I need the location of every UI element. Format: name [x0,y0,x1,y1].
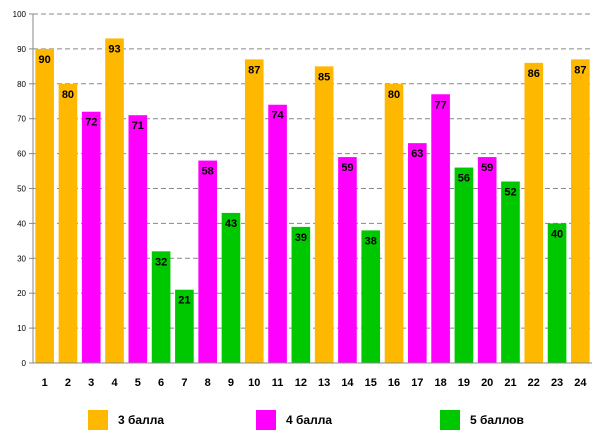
data-label-6: 32 [155,256,167,268]
y-tick-label-70: 70 [17,115,26,124]
data-labels: 90 80 72 93 71 32 21 58 43 87 74 39 85 59 38 80 63 77 56 59… [39,43,587,306]
legend-swatch-3 [88,410,108,430]
bar-9 [221,212,241,363]
data-label-12: 39 [295,232,307,244]
data-label-15: 38 [365,235,377,247]
bar-2 [58,83,78,364]
x-tick-label-13: 13 [318,377,330,389]
x-tick-label-9: 9 [228,377,234,389]
bar-1 [35,48,54,364]
x-tick-label-16: 16 [388,377,400,389]
data-label-11: 74 [271,110,284,122]
x-tick-label-23: 23 [551,377,563,389]
x-axis-ticks: 1 2 3 4 5 6 7 8 9 10 11 12 13 14 15 16 17 18 19 20 21 22 23 24 [42,377,588,389]
data-label-19: 56 [458,173,470,185]
gridlines [33,13,592,329]
x-tick-label-22: 22 [528,377,540,389]
y-tick-label-0: 0 [22,359,27,368]
x-tick-label-10: 10 [248,377,260,389]
x-tick-label-11: 11 [272,377,284,389]
data-label-9: 43 [225,218,237,230]
bar-14 [338,157,357,363]
data-label-24: 87 [574,64,586,76]
bar-4 [105,38,124,364]
legend-swatch-4 [256,410,276,430]
x-tick-label-20: 20 [481,377,493,389]
data-label-8: 58 [202,166,214,178]
bar-17 [407,143,427,363]
y-tick-label-40: 40 [17,219,26,228]
x-tick-label-12: 12 [295,377,307,389]
x-tick-label-7: 7 [181,377,187,389]
bar-18 [431,94,450,364]
legend-item-4: 4 балла [256,410,332,430]
bar-12 [291,226,311,363]
bar-21 [501,181,520,363]
y-tick-label-90: 90 [17,45,26,54]
data-label-4: 93 [108,43,120,55]
x-tick-label-18: 18 [434,377,446,389]
legend-label-5: 5 баллов [470,413,524,427]
legend-swatch-5 [440,410,460,430]
y-tick-label-50: 50 [17,185,26,194]
bar-10 [244,59,264,364]
data-label-10: 87 [248,64,260,76]
bar-20 [477,157,497,363]
legend-item-5: 5 баллов [440,410,524,430]
data-label-16: 80 [388,89,400,101]
y-tick-label-30: 30 [17,254,26,263]
x-tick-label-15: 15 [365,377,377,389]
bar-11 [268,104,287,364]
x-tick-label-2: 2 [65,377,71,389]
data-label-14: 59 [341,162,353,174]
data-label-21: 52 [504,187,516,199]
x-tick-label-19: 19 [458,377,470,389]
data-label-7: 21 [178,295,190,307]
bar-15 [361,230,381,363]
legend: 3 балла 4 балла 5 баллов [0,410,600,436]
y-tick-label-20: 20 [17,289,26,298]
data-label-18: 77 [434,99,446,111]
x-tick-label-24: 24 [574,377,587,389]
x-tick-label-4: 4 [111,377,118,389]
x-tick-label-3: 3 [88,377,94,389]
y-tick-label-80: 80 [17,80,26,89]
bar-19 [454,167,474,363]
x-tick-label-8: 8 [205,377,211,389]
data-label-17: 63 [411,148,423,160]
y-tick-label-100: 100 [13,10,27,19]
x-tick-label-5: 5 [135,377,141,389]
bar-6 [151,251,171,363]
x-tick-label-17: 17 [411,377,423,389]
data-label-22: 86 [528,68,540,80]
x-tick-label-6: 6 [158,377,164,389]
bar-7 [175,289,194,363]
bar-23 [547,223,567,363]
x-tick-label-1: 1 [42,377,48,389]
bars [35,38,590,364]
data-label-20: 59 [481,162,493,174]
y-tick-label-60: 60 [17,150,26,159]
bar-5 [128,115,148,364]
legend-label-3: 3 балла [118,413,165,427]
x-tick-label-14: 14 [341,377,354,389]
bar-3 [81,111,101,363]
data-label-2: 80 [62,89,74,101]
x-tick-label-21: 21 [504,377,516,389]
bar-24 [571,59,590,364]
bar-13 [314,66,334,363]
data-label-23: 40 [551,228,563,240]
data-label-1: 90 [39,54,51,66]
bar-8 [198,160,218,363]
data-label-3: 72 [85,117,97,129]
legend-label-4: 4 балла [286,413,333,427]
bar-22 [524,62,544,364]
y-axis-ticks: 0 10 20 30 40 50 60 70 80 90 100 [13,10,33,368]
data-label-13: 85 [318,71,330,83]
data-label-5: 71 [132,120,144,132]
y-tick-label-10: 10 [17,324,26,333]
bar-16 [384,83,404,364]
legend-item-3: 3 балла [88,410,164,430]
